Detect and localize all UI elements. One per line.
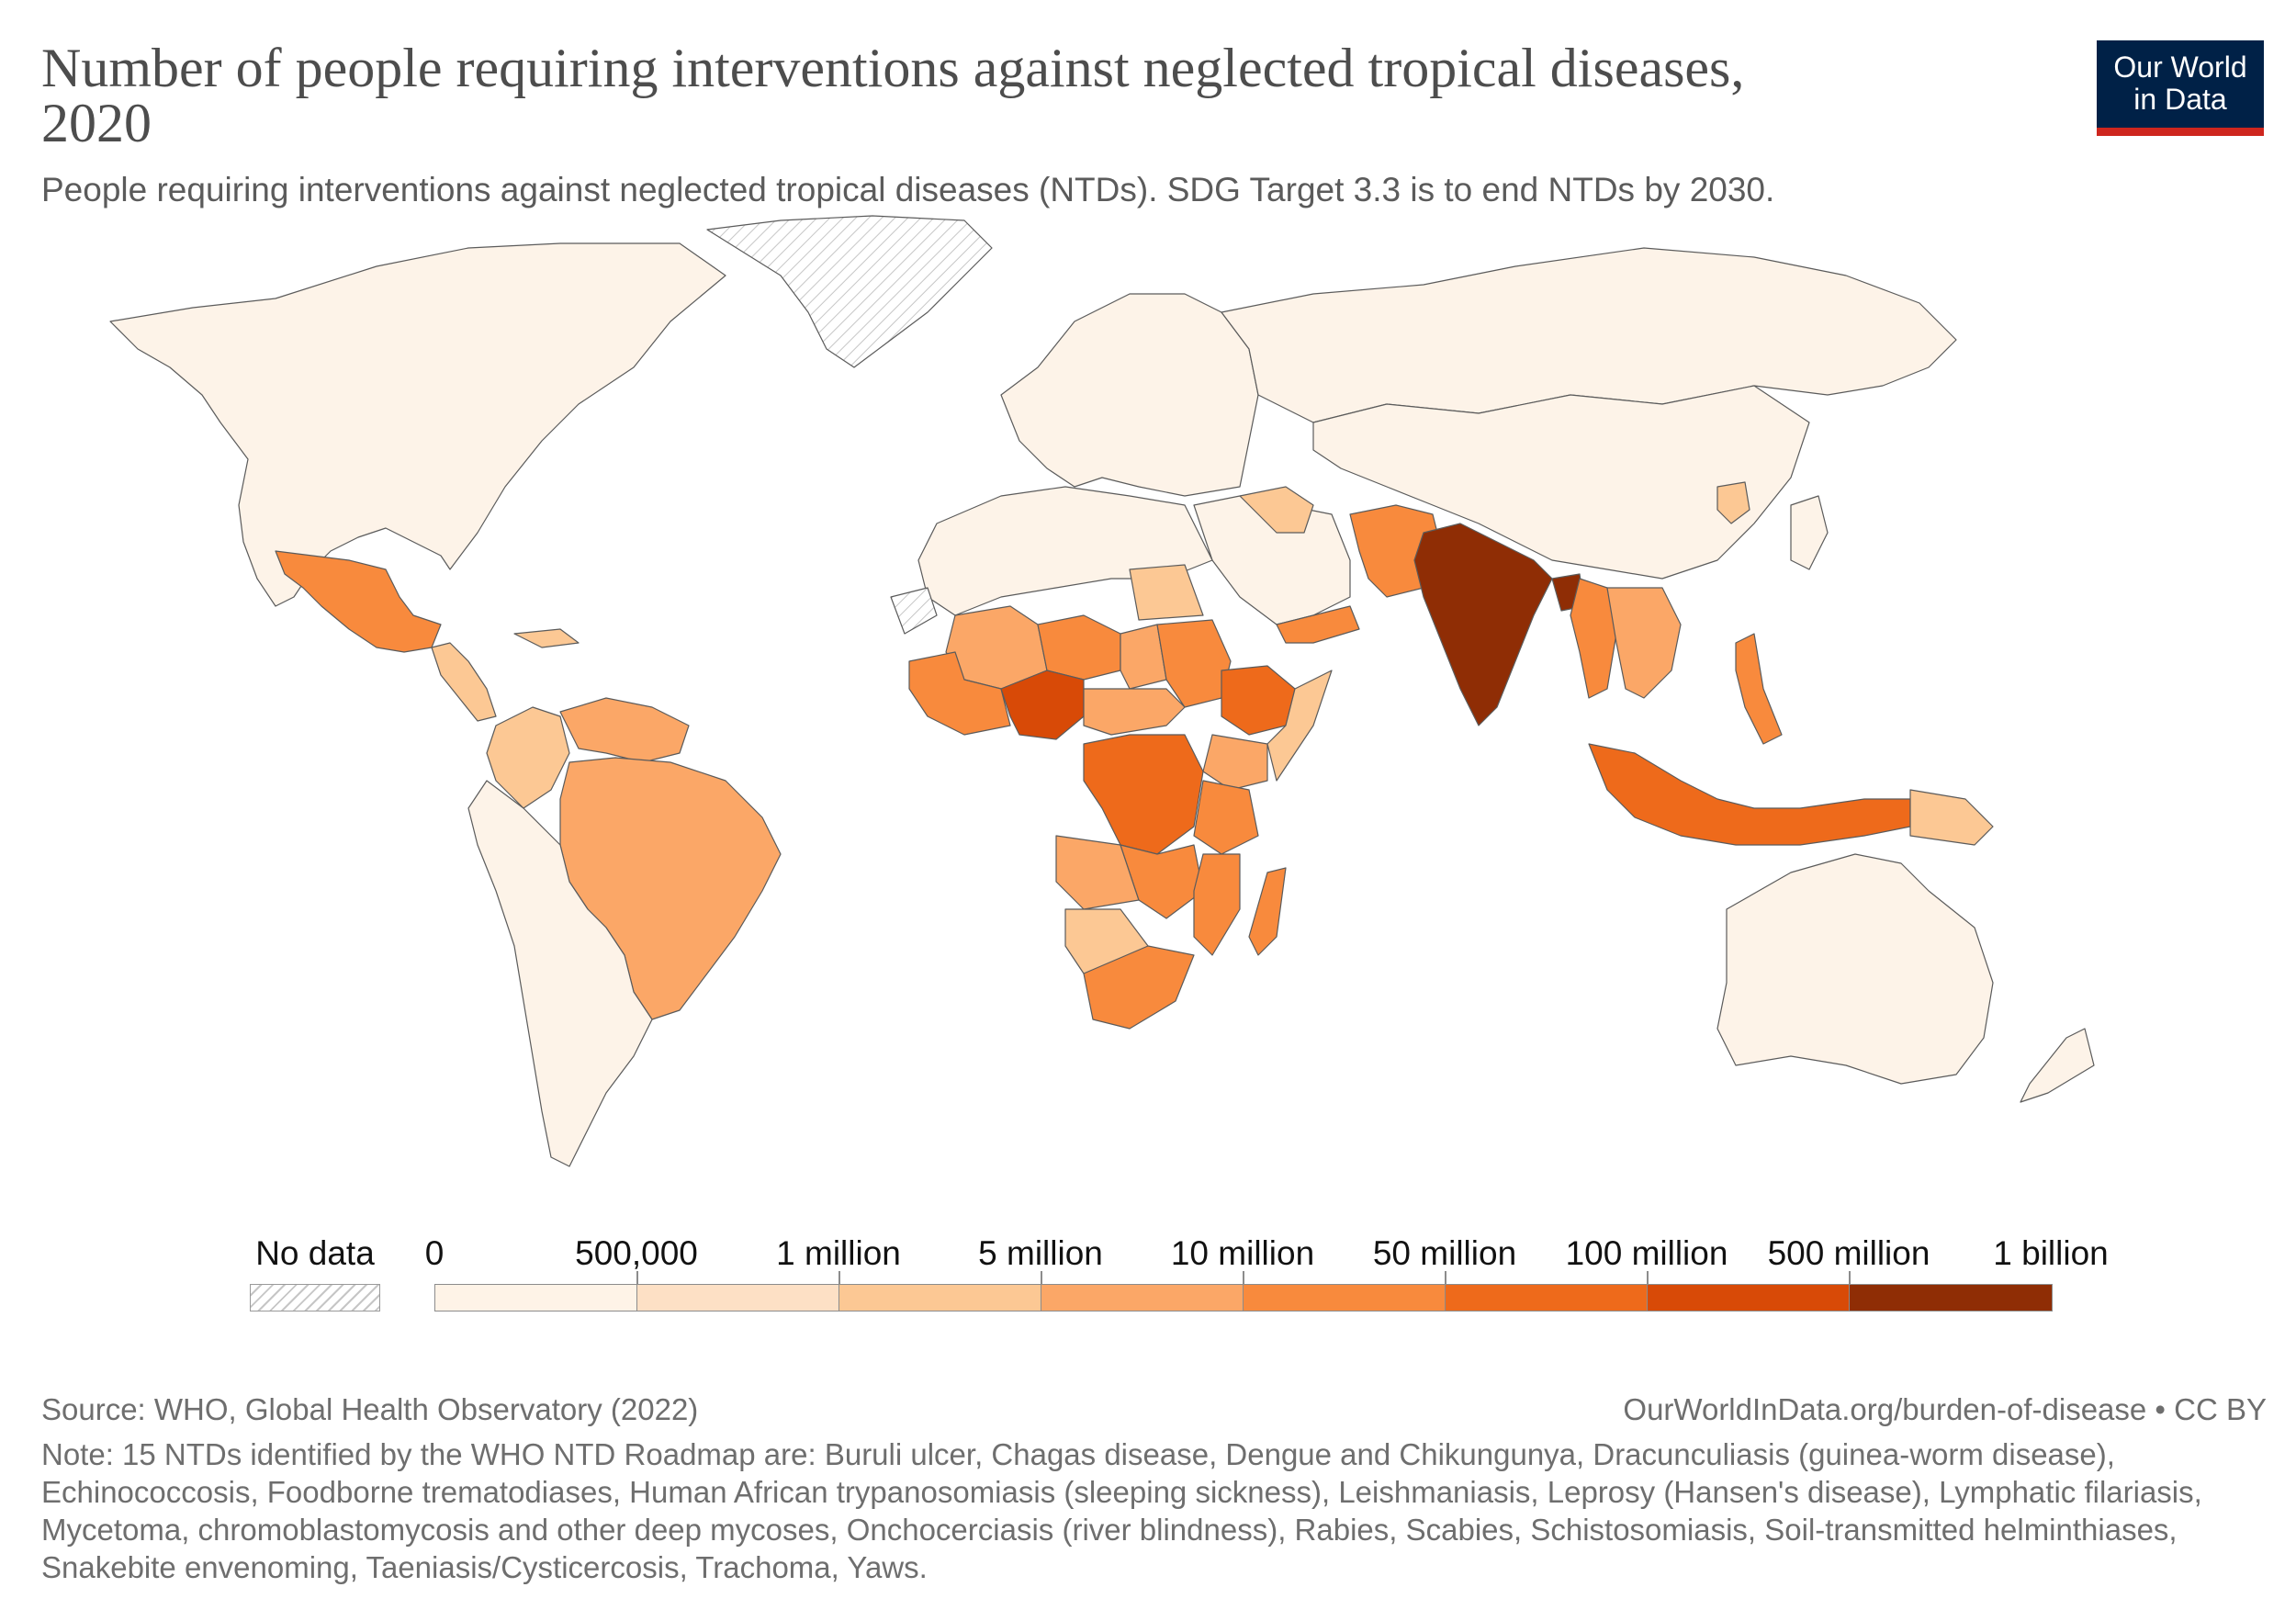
region-papua-new-guinea[interactable]: [1909, 789, 1994, 846]
legend-color-bin[interactable]: [1041, 1284, 1244, 1311]
region-western-sahara[interactable]: [890, 587, 938, 635]
region-egypt[interactable]: [1129, 564, 1204, 621]
legend-color-bin[interactable]: [636, 1284, 840, 1311]
legend-tick-label: 10 million: [1170, 1234, 1315, 1272]
region-philippines[interactable]: [1735, 633, 1783, 745]
legend-color-bin[interactable]: [1849, 1284, 2053, 1311]
chart-title: Number of people requiring interventions…: [41, 38, 1745, 153]
owid-logo[interactable]: Our World in Data: [2097, 40, 2264, 136]
legend-color-bin[interactable]: [1243, 1284, 1446, 1311]
region-europe[interactable]: [1000, 293, 1259, 497]
region-chad[interactable]: [1120, 624, 1167, 690]
region-greenland[interactable]: [706, 215, 993, 368]
legend-tick: [1243, 1271, 1244, 1284]
legend-tick-label: 500,000: [575, 1234, 698, 1272]
legend-color-bin[interactable]: [1647, 1284, 1851, 1311]
region-new-zealand[interactable]: [2020, 1028, 2095, 1103]
legend-tick: [1849, 1271, 1851, 1284]
region-west-africa[interactable]: [908, 651, 1011, 736]
legend-tick-label: 5 million: [978, 1234, 1103, 1272]
source-url-link[interactable]: OurWorldInData.org/burden-of-disease • C…: [1623, 1392, 2267, 1426]
chart-note: Note: 15 NTDs identified by the WHO NTD …: [41, 1437, 2202, 1584]
region-somalia[interactable]: [1266, 670, 1333, 782]
legend-color-bin[interactable]: [1445, 1284, 1649, 1311]
region-tanzania[interactable]: [1193, 780, 1259, 855]
region-yemen[interactable]: [1276, 605, 1360, 644]
region-central-america[interactable]: [431, 642, 497, 722]
region-ethiopia[interactable]: [1221, 665, 1296, 736]
legend-tick: [1041, 1271, 1042, 1284]
region-car-cameroon[interactable]: [1083, 688, 1186, 736]
region-zambia[interactable]: [1120, 844, 1204, 919]
region-iraq[interactable]: [1239, 486, 1314, 534]
legend-nodata-swatch[interactable]: [250, 1284, 380, 1311]
legend-tick: [1445, 1271, 1446, 1284]
region-north-korea[interactable]: [1716, 481, 1750, 524]
logo-line-1: Our World: [2113, 51, 2247, 84]
legend-color-bin[interactable]: [434, 1284, 638, 1311]
chart-subtitle: People requiring interventions against n…: [41, 171, 1775, 208]
region-dr-congo[interactable]: [1083, 734, 1204, 855]
legend-tick-label: 100 million: [1565, 1234, 1728, 1272]
legend-tick-label: 1 million: [776, 1234, 901, 1272]
region-colombia[interactable]: [486, 706, 570, 809]
legend-tick-label: 500 million: [1767, 1234, 1930, 1272]
legend-tick-label: 50 million: [1372, 1234, 1517, 1272]
region-kenya[interactable]: [1202, 734, 1268, 791]
logo-accent-bar: [2097, 128, 2264, 136]
legend-tick: [838, 1271, 840, 1284]
region-caribbean[interactable]: [513, 628, 580, 648]
region-india[interactable]: [1413, 523, 1553, 726]
region-japan[interactable]: [1790, 495, 1829, 570]
legend-tick: [1647, 1271, 1649, 1284]
legend-nodata-label: No data: [255, 1234, 375, 1272]
region-venezuela[interactable]: [559, 697, 690, 763]
region-nigeria[interactable]: [1000, 670, 1085, 740]
region-australia[interactable]: [1716, 853, 1994, 1085]
region-south-america-west[interactable]: [467, 780, 653, 1167]
region-niger[interactable]: [1037, 614, 1121, 681]
region-east-asia[interactable]: [1312, 385, 1810, 580]
region-mozambique[interactable]: [1193, 853, 1241, 956]
region-madagascar[interactable]: [1248, 867, 1287, 956]
legend-tick-label: 1 billion: [1993, 1234, 2109, 1272]
region-angola[interactable]: [1055, 835, 1140, 910]
world-map[interactable]: [83, 211, 2241, 1185]
region-south-africa[interactable]: [1083, 945, 1195, 1030]
logo-line-2: in Data: [2133, 83, 2227, 116]
legend-tick-label: 0: [424, 1234, 445, 1272]
legend-tick: [636, 1271, 638, 1284]
region-indochina[interactable]: [1606, 587, 1682, 699]
region-indonesia[interactable]: [1588, 743, 1911, 846]
source-text: Source: WHO, Global Health Observatory (…: [41, 1392, 699, 1426]
region-mexico[interactable]: [275, 550, 442, 653]
legend-color-bin[interactable]: [838, 1284, 1042, 1311]
region-north-america[interactable]: [109, 242, 726, 607]
